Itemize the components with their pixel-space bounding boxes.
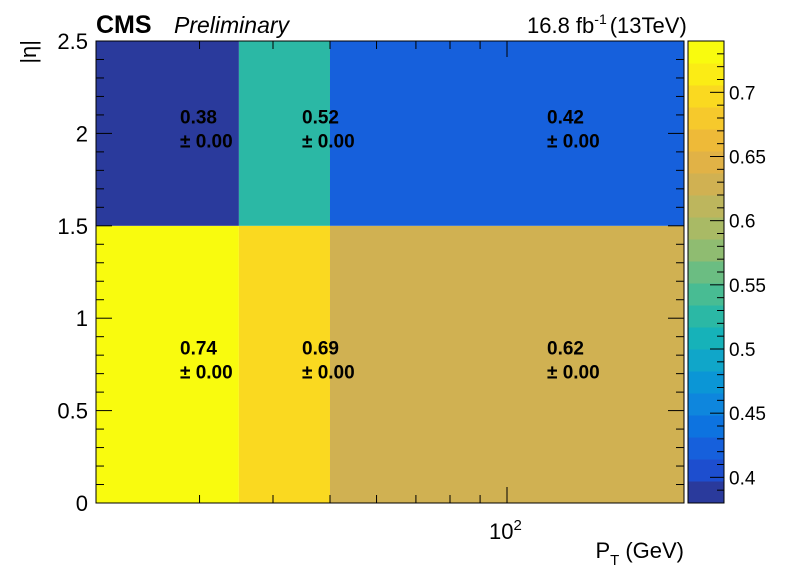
- colorbar-tick-label: 0.55: [729, 276, 766, 297]
- lumi-exponent: -1: [594, 11, 607, 27]
- colorbar-tick-label: 0.4: [729, 468, 756, 489]
- colorbar-band: [688, 85, 724, 108]
- cell-value-label: 0.52: [302, 107, 339, 128]
- x-tick-exponent: 2: [513, 517, 521, 534]
- cell-error-label: ± 0.00: [180, 362, 233, 383]
- x-axis-label-main: P: [595, 538, 610, 563]
- plot-border: [95, 40, 685, 504]
- cell-error-label: ± 0.00: [547, 362, 600, 383]
- x-axis-label-sub: T: [610, 552, 619, 569]
- status-label: Preliminary: [174, 12, 291, 38]
- colorbar-band: [688, 305, 724, 328]
- colorbar-band: [688, 437, 724, 460]
- cell-value-label: 0.42: [547, 107, 584, 128]
- colorbar-band: [688, 173, 724, 196]
- heatmap-cell: [96, 41, 239, 226]
- cell-value-label: 0.69: [302, 338, 339, 359]
- y-tick-label: 2: [76, 121, 88, 146]
- cell-value-label: 0.62: [547, 338, 584, 359]
- heatmap-cell: [329, 225, 684, 504]
- heatmap-cell: [96, 225, 239, 504]
- plot-frame: [95, 40, 685, 504]
- colorbar-band: [688, 261, 724, 284]
- colorbar-tick-label: 0.6: [729, 212, 755, 233]
- x-tick-base: 10: [489, 519, 513, 544]
- heatmap-cell: [329, 41, 684, 226]
- colorbar: 0.4 0.45 0.5 0.55 0.6 0.65 0.7: [687, 40, 766, 504]
- x-tick-label: 102: [489, 517, 522, 544]
- cell-value-label: 0.74: [180, 338, 217, 359]
- colorbar-band: [688, 107, 724, 130]
- lumi-energy: (13TeV): [610, 13, 687, 38]
- y-tick-label: 2.5: [57, 29, 88, 54]
- colorbar-tick-label: 0.65: [729, 148, 766, 169]
- colorbar-band: [688, 239, 724, 262]
- colorbar-band: [688, 129, 724, 152]
- colorbar-band: [688, 481, 724, 504]
- y-tick-label: 1: [76, 306, 88, 331]
- colorbar-band: [688, 195, 724, 218]
- colorbar-band: [688, 459, 724, 482]
- y-tick-label: 1.5: [57, 214, 88, 239]
- colorbar-tick-label: 0.5: [729, 340, 755, 361]
- colorbar-band: [688, 151, 724, 174]
- heatmap-cell: [238, 225, 330, 504]
- y-tick-label: 0: [76, 491, 88, 516]
- colorbar-band: [688, 327, 724, 350]
- colorbar-tick-label: 0.45: [729, 404, 766, 425]
- cell-error-label: ± 0.00: [180, 131, 233, 152]
- colorbar-band: [688, 41, 724, 64]
- experiment-label: CMS: [96, 11, 152, 39]
- heatmap-cell-labels: 0.74 ± 0.00 0.69 ± 0.00 0.62 ± 0.00 0.38 ± 0.00…: [180, 107, 600, 383]
- colorbar-tick-label: 0.7: [729, 83, 755, 104]
- colorbar-band: [688, 371, 724, 394]
- cell-error-label: ± 0.00: [302, 131, 355, 152]
- colorbar-band: [688, 283, 724, 306]
- colorbar-band: [688, 349, 724, 372]
- cell-error-label: ± 0.00: [302, 362, 355, 383]
- y-axis-label: |η|: [16, 40, 41, 64]
- colorbar-band: [688, 415, 724, 438]
- lumi-value: 16.8 fb: [527, 13, 594, 38]
- heatmap-cells: [96, 41, 684, 504]
- colorbar-band: [688, 217, 724, 240]
- x-axis-label-unit: (GeV): [625, 538, 684, 563]
- lumi-label: 16.8 fb-1 (13TeV): [527, 11, 687, 38]
- heatmap-cell: [238, 41, 330, 226]
- y-tick-label: 0.5: [57, 399, 88, 424]
- cell-value-label: 0.38: [180, 107, 217, 128]
- colorbar-band: [688, 393, 724, 416]
- colorbar-band: [688, 63, 724, 86]
- cell-error-label: ± 0.00: [547, 131, 600, 152]
- x-axis-label: PT (GeV): [595, 538, 684, 569]
